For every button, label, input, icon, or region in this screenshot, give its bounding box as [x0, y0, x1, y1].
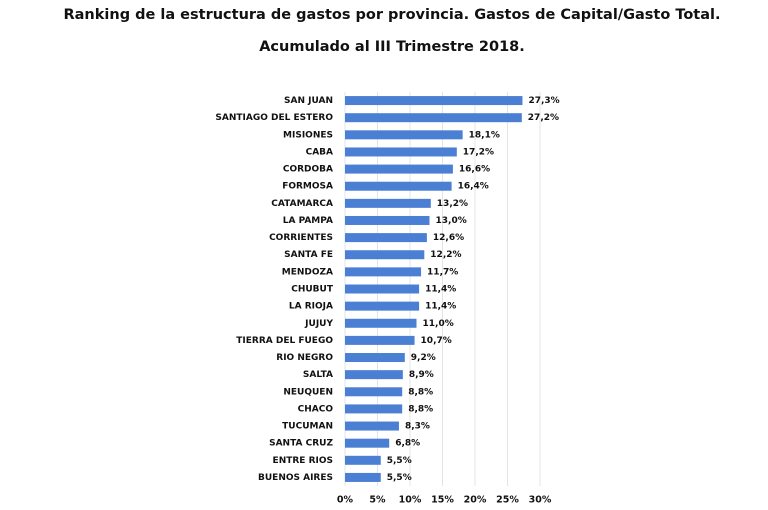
- category-label: CATAMARCA: [271, 199, 333, 209]
- x-tick-label: 5%: [369, 495, 386, 506]
- bar: [345, 164, 453, 174]
- category-label: SALTA: [303, 370, 333, 380]
- value-label: 11,7%: [427, 267, 458, 277]
- category-label: NEUQUEN: [283, 387, 333, 397]
- bar: [345, 215, 430, 225]
- x-tick-label: 10%: [399, 495, 422, 506]
- bar: [345, 301, 420, 311]
- x-tick-label: 25%: [496, 495, 519, 506]
- bar: [345, 404, 403, 414]
- bar: [345, 113, 522, 123]
- bar: [345, 96, 523, 106]
- category-label: MENDOZA: [282, 267, 333, 277]
- bar: [345, 130, 463, 140]
- category-label: ENTRE RIOS: [273, 456, 333, 466]
- bar: [345, 198, 431, 208]
- category-label: SANTIAGO DEL ESTERO: [215, 113, 333, 123]
- category-label: MISIONES: [283, 130, 333, 140]
- value-label: 9,2%: [411, 353, 436, 363]
- value-label: 8,8%: [408, 387, 433, 397]
- category-label: SAN JUAN: [284, 96, 333, 106]
- bar: [345, 250, 425, 260]
- bar: [345, 284, 420, 294]
- value-label: 6,8%: [395, 439, 420, 449]
- value-label: 8,8%: [408, 404, 433, 414]
- value-label: 17,2%: [463, 147, 494, 157]
- bar: [345, 181, 452, 191]
- category-label: BUENOS AIRES: [258, 473, 333, 483]
- bar: [345, 233, 427, 243]
- category-label: SANTA CRUZ: [269, 439, 333, 449]
- category-label: CORRIENTES: [269, 233, 333, 243]
- category-label: CORDOBA: [283, 165, 333, 175]
- category-label: CHACO: [298, 404, 334, 414]
- bar: [345, 472, 381, 482]
- value-label: 11,0%: [423, 319, 454, 329]
- chart-title: Ranking de la estructura de gastos por p…: [63, 7, 720, 23]
- value-label: 5,5%: [387, 456, 412, 466]
- category-label: RIO NEGRO: [276, 353, 333, 363]
- x-tick-label: 15%: [431, 495, 454, 506]
- category-label: SANTA FE: [284, 250, 333, 260]
- value-label: 16,6%: [459, 165, 490, 175]
- value-label: 13,0%: [436, 216, 467, 226]
- bar: [345, 318, 417, 328]
- category-label: TIERRA DEL FUEGO: [236, 336, 333, 346]
- value-label: 12,6%: [433, 233, 464, 243]
- chart-subtitle: Acumulado al III Trimestre 2018.: [259, 39, 525, 55]
- bar: [345, 267, 422, 277]
- value-label: 5,5%: [387, 473, 412, 483]
- value-label: 16,4%: [458, 182, 489, 192]
- category-label: CABA: [306, 147, 333, 157]
- value-label: 8,9%: [409, 370, 434, 380]
- x-tick-label: 20%: [464, 495, 487, 506]
- bar: [345, 438, 390, 448]
- bar: [345, 455, 381, 465]
- value-label: 11,4%: [425, 302, 456, 312]
- bar: [345, 421, 399, 431]
- category-label: LA PAMPA: [283, 216, 333, 226]
- x-tick-label: 0%: [337, 495, 354, 506]
- bar: [345, 353, 405, 363]
- category-label: LA RIOJA: [289, 302, 333, 312]
- category-label: TUCUMAN: [282, 422, 333, 432]
- value-label: 13,2%: [437, 199, 468, 209]
- value-label: 10,7%: [421, 336, 452, 346]
- value-label: 27,2%: [528, 113, 559, 123]
- value-label: 18,1%: [469, 130, 500, 140]
- value-label: 12,2%: [430, 250, 461, 260]
- category-label: CHUBUT: [291, 285, 334, 295]
- value-label: 27,3%: [528, 96, 559, 106]
- category-label: JUJUY: [304, 319, 333, 329]
- value-label: 11,4%: [425, 285, 456, 295]
- x-tick-label: 30%: [529, 495, 552, 506]
- bar: [345, 335, 415, 345]
- bar: [345, 370, 403, 380]
- bar: [345, 147, 457, 157]
- category-label: FORMOSA: [282, 182, 333, 192]
- bar: [345, 387, 403, 397]
- value-label: 8,3%: [405, 422, 430, 432]
